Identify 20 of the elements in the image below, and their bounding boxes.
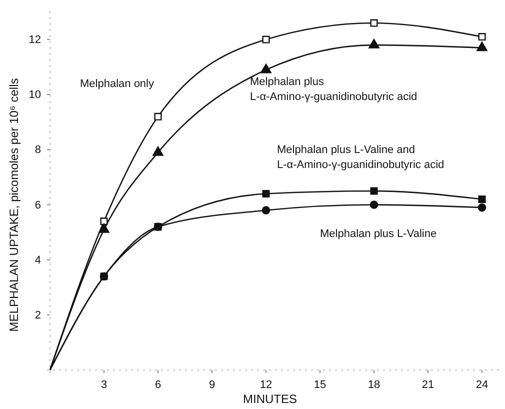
- y-tick-label: 6: [34, 199, 41, 212]
- series-label: Melphalan plus L-Valine: [320, 228, 437, 240]
- y-axis-title: MELPHALAN UPTAKE, picomoles per 10⁶ cells: [7, 78, 21, 332]
- x-axis-title: MINUTES: [243, 392, 297, 406]
- x-tick-label: 3: [100, 378, 108, 391]
- series-label: Melphalan plus L-α-Amino-γ-guanidinobutyric acid: [250, 76, 418, 103]
- series-label: Melphalan plus L-Valine and L-α-Amino-γ-guanidinobutyric acid: [277, 144, 444, 171]
- y-tick-label: 10: [28, 89, 41, 102]
- x-tick-label: 24: [476, 378, 488, 391]
- y-tick-label: 2: [34, 309, 41, 322]
- y-tick-label: 12: [28, 34, 41, 46]
- x-tick-label: 18: [368, 378, 380, 391]
- series-label: Melphalan only: [80, 78, 154, 90]
- y-tick-label: 8: [34, 144, 41, 156]
- y-tick-label: 4: [34, 254, 41, 266]
- x-tick-label: 9: [208, 378, 216, 391]
- x-tick-label: 15: [314, 378, 326, 391]
- x-tick-label: 6: [154, 378, 162, 391]
- x-tick-label: 21: [422, 378, 434, 391]
- x-tick-label: 12: [260, 378, 272, 391]
